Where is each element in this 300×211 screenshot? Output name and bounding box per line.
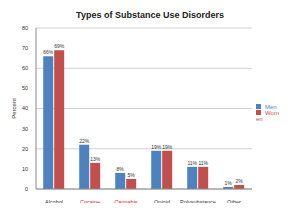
svg-text:20: 20 — [22, 146, 28, 152]
svg-text:70: 70 — [22, 45, 28, 51]
svg-text:0: 0 — [25, 186, 28, 192]
svg-text:Alcohol: Alcohol — [45, 199, 63, 203]
svg-text:Cocaine: Cocaine — [80, 199, 100, 203]
svg-text:11%: 11% — [187, 160, 197, 166]
svg-text:19%: 19% — [151, 144, 162, 150]
svg-text:30: 30 — [22, 126, 28, 132]
svg-text:Percent: Percent — [11, 98, 17, 119]
html-text:Men: Men — [265, 103, 277, 110]
svg-text:22%: 22% — [79, 138, 90, 144]
svg-text:11%: 11% — [198, 160, 208, 166]
svg-text:13%: 13% — [90, 156, 101, 162]
svg-text:19%: 19% — [162, 144, 173, 150]
svg-text:2%: 2% — [236, 178, 244, 184]
html-text:Women: Women — [256, 109, 279, 122]
svg-text:Polysubstance: Polysubstance — [180, 199, 216, 203]
svg-text:69%: 69% — [54, 43, 65, 49]
svg-text:50: 50 — [22, 85, 28, 91]
svg-text:10: 10 — [22, 166, 28, 172]
svg-text:Other: Other — [227, 199, 241, 203]
svg-text:Cannabis: Cannabis — [114, 199, 137, 203]
svg-text:40: 40 — [22, 105, 28, 111]
svg-text:8%: 8% — [117, 166, 125, 172]
html-text:Types of Substance Use Disorde: Types of Substance Use Disorders — [76, 10, 224, 20]
svg-text:5%: 5% — [128, 172, 136, 178]
svg-text:80: 80 — [22, 25, 28, 31]
svg-text:60: 60 — [22, 65, 28, 71]
svg-text:Opioid: Opioid — [154, 199, 170, 203]
svg-text:66%: 66% — [43, 49, 54, 55]
svg-text:1%: 1% — [225, 180, 233, 186]
